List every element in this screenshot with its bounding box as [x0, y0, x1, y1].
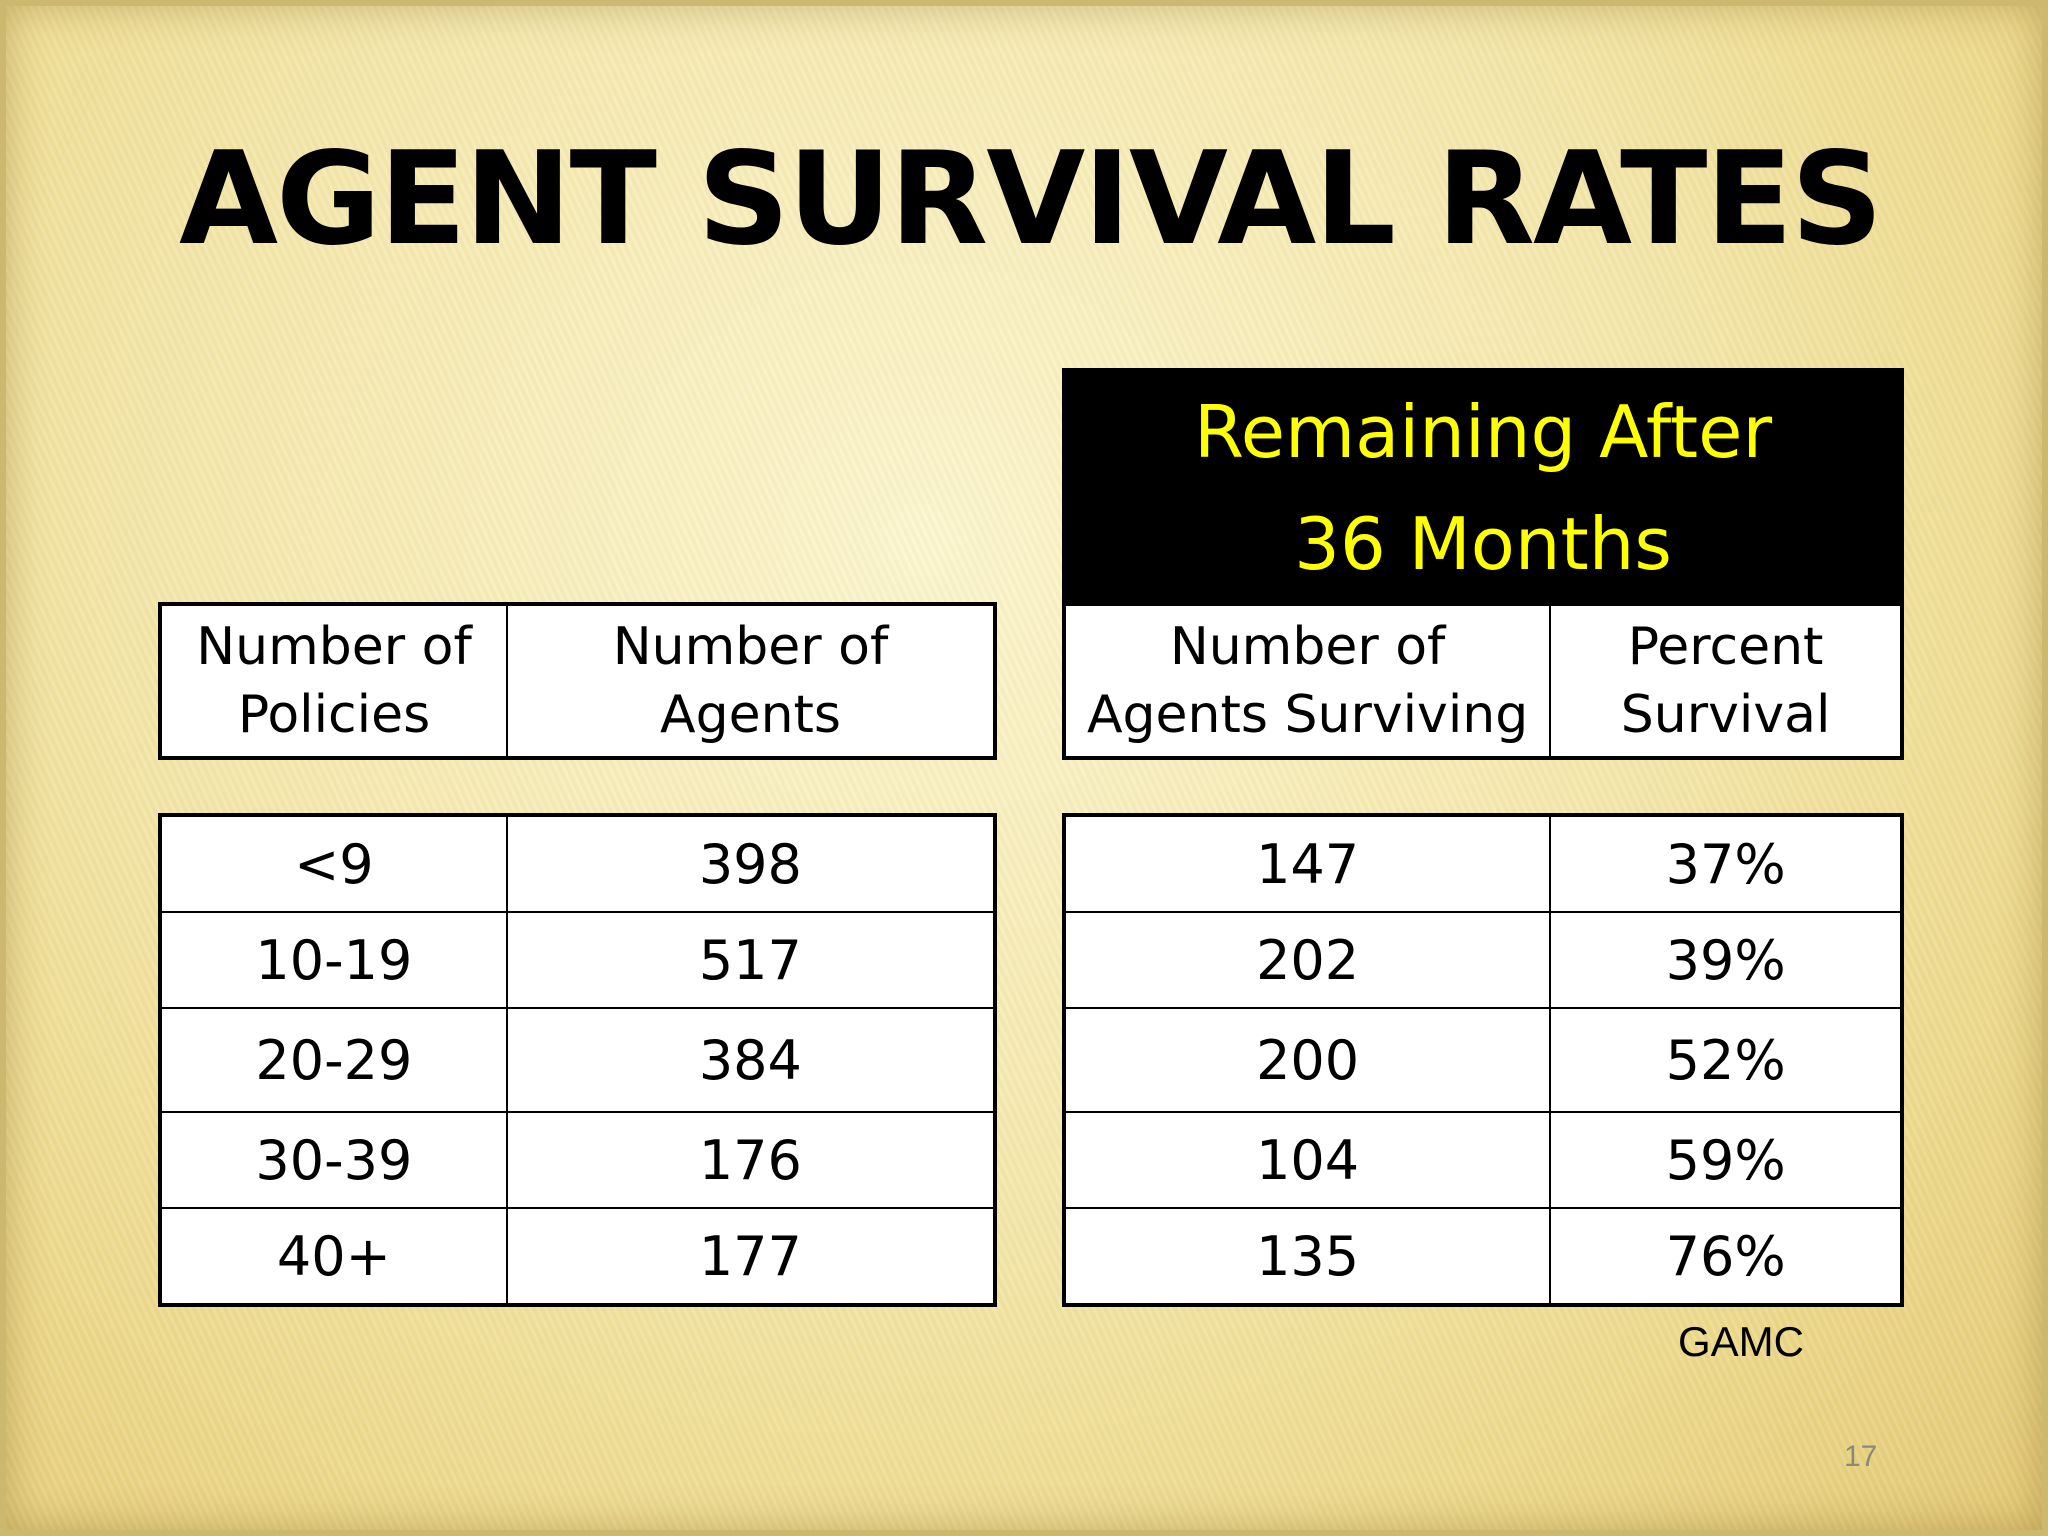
surviving-cell: 147 — [1062, 814, 1552, 913]
banner-line-2: 36 Months — [1294, 502, 1672, 586]
header-percent-line-2: Survival — [1620, 685, 1831, 745]
header-percent-survival: Percent Survival — [1549, 603, 1903, 759]
header-agents-surviving: Number of Agents Surviving — [1062, 603, 1552, 759]
table-row: 200 52% — [1062, 1007, 1903, 1113]
header-policies-line-2: Policies — [237, 685, 431, 745]
surviving-cell: 200 — [1062, 1007, 1552, 1113]
percent-cell: 76% — [1549, 1207, 1903, 1306]
table-row: 30-39 176 — [159, 1111, 997, 1209]
percent-cell: 39% — [1549, 911, 1903, 1009]
table-row: 20-29 384 — [159, 1007, 997, 1113]
table-row: 202 39% — [1062, 911, 1903, 1009]
table-row: 40+ 177 — [159, 1207, 997, 1306]
agents-cell: 398 — [505, 814, 997, 913]
remaining-after-banner: Remaining After 36 Months — [1062, 368, 1904, 604]
left-header-table: Number of Policies Number of Agents — [158, 602, 997, 760]
policies-cell: 40+ — [159, 1207, 508, 1306]
header-agents-line-2: Agents — [660, 685, 842, 745]
percent-cell: 59% — [1549, 1111, 1903, 1209]
header-number-of-agents: Number of Agents — [506, 603, 996, 759]
slide-title: AGENT SURVIVAL RATES — [178, 125, 1883, 274]
agents-cell: 384 — [505, 1007, 997, 1113]
policies-cell: 30-39 — [159, 1111, 508, 1209]
percent-cell: 52% — [1549, 1007, 1903, 1113]
policies-cell: 10-19 — [159, 911, 508, 1009]
header-agents-line-1: Number of — [612, 617, 889, 677]
header-policies-line-1: Number of — [196, 617, 472, 677]
surviving-cell: 202 — [1062, 911, 1552, 1009]
surviving-cell: 104 — [1062, 1111, 1552, 1209]
table-row: 104 59% — [1062, 1111, 1903, 1209]
left-data-table: <9 398 10-19 517 20-29 384 30-39 176 40+… — [158, 813, 997, 1307]
agents-cell: 517 — [505, 911, 997, 1009]
table-row: <9 398 — [159, 814, 997, 913]
page-number: 17 — [1844, 1440, 1878, 1473]
source-label: GAMC — [1678, 1318, 1804, 1365]
table-row: 10-19 517 — [159, 911, 997, 1009]
header-number-of-policies: Number of Policies — [158, 603, 509, 759]
policies-cell: <9 — [159, 814, 508, 913]
header-surviving-line-2: Agents Surviving — [1086, 685, 1529, 745]
header-surviving-line-1: Number of — [1169, 617, 1446, 677]
right-header-table: Number of Agents Surviving Percent Survi… — [1062, 602, 1904, 760]
surviving-cell: 135 — [1062, 1207, 1552, 1306]
agents-cell: 176 — [505, 1111, 997, 1209]
table-row: 147 37% — [1062, 814, 1903, 913]
agents-cell: 177 — [505, 1207, 997, 1306]
banner-line-1: Remaining After — [1193, 390, 1773, 474]
percent-cell: 37% — [1549, 814, 1903, 913]
policies-cell: 20-29 — [159, 1007, 508, 1113]
right-data-table: 147 37% 202 39% 200 52% 104 59% 135 76% — [1062, 813, 1904, 1307]
table-row: 135 76% — [1062, 1207, 1903, 1306]
header-percent-line-1: Percent — [1627, 617, 1824, 677]
